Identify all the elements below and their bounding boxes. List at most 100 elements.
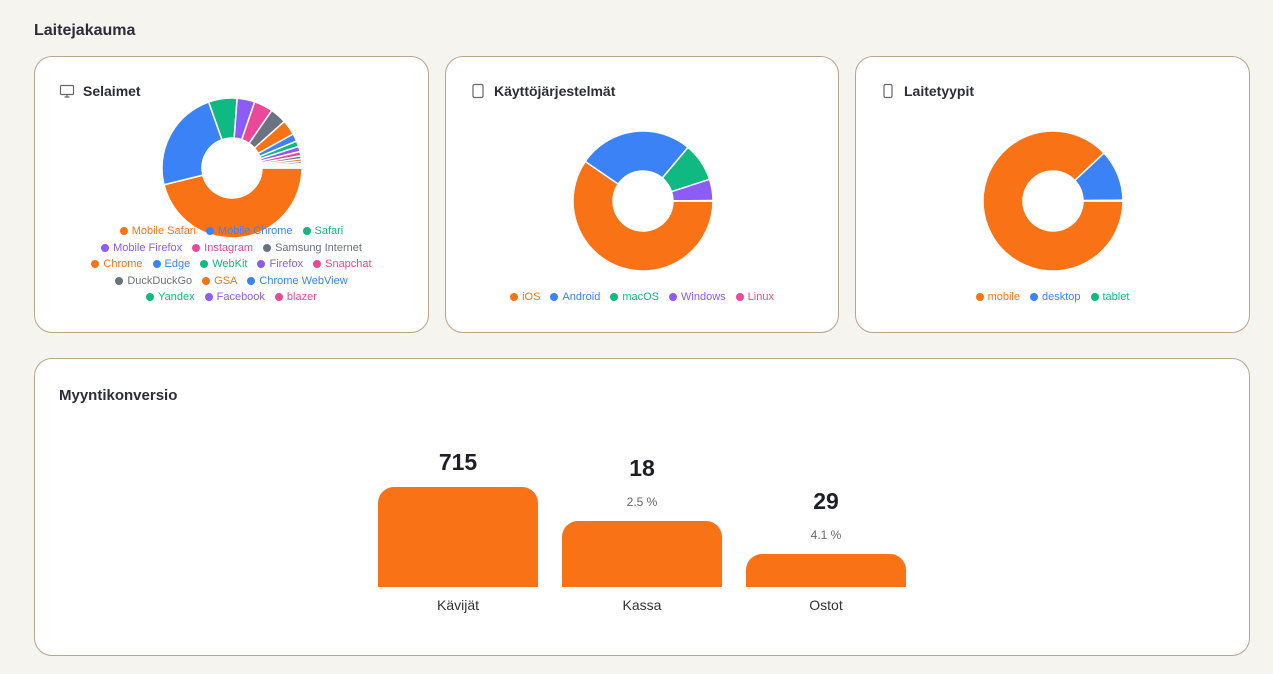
devices-card-header: Laitetyypit: [880, 83, 974, 99]
donut-slice-android[interactable]: [584, 130, 690, 186]
donut-slice-tablet[interactable]: [1082, 199, 1124, 202]
legend-item[interactable]: desktop: [1029, 289, 1081, 306]
legend-label: Snapchat: [325, 258, 372, 270]
legend-swatch: [152, 260, 161, 269]
legend-item[interactable]: Facebook: [204, 289, 265, 306]
legend-label: Android: [562, 291, 601, 303]
browsers-card: Selaimet Mobile Safari Mobile Chrome Safar…: [34, 56, 429, 333]
os-donut-chart: [572, 130, 714, 272]
legend-swatch: [313, 260, 322, 269]
legend-item[interactable]: macOS: [610, 289, 659, 306]
legend-swatch: [669, 293, 678, 302]
legend-swatch: [263, 243, 272, 252]
legend-label: WebKit: [212, 258, 248, 270]
legend-label: iOS: [522, 291, 541, 303]
legend-swatch: [975, 293, 984, 302]
legend-label: Chrome WebView: [259, 274, 348, 287]
legend-label: blazer: [286, 291, 317, 303]
funnel-bar[interactable]: [746, 554, 906, 587]
legend-swatch: [610, 293, 619, 302]
legend-label: desktop: [1041, 291, 1081, 303]
legend-item[interactable]: Chrome WebView: [247, 273, 348, 290]
os-title: Käyttöjärjestelmät: [494, 83, 616, 99]
funnel-bar[interactable]: [562, 521, 722, 587]
legend-swatch: [550, 293, 559, 302]
legend-label: Chrome: [103, 258, 143, 270]
funnel-label: Kassa: [622, 597, 662, 613]
legend-label: Instagram: [204, 241, 254, 254]
legend-item[interactable]: Linux: [735, 289, 774, 306]
section-title: Laitejakauma: [34, 22, 136, 39]
legend-item[interactable]: Instagram: [192, 240, 253, 257]
legend-item[interactable]: WebKit: [200, 256, 247, 273]
devices-title: Laitetyypit: [904, 83, 975, 99]
legend-swatch: [115, 276, 124, 285]
legend-swatch: [146, 293, 155, 302]
legend-item[interactable]: iOS: [510, 289, 540, 306]
legend-swatch: [101, 243, 110, 252]
funnel-label: Kävijät: [436, 597, 480, 613]
legend-label: mobile: [987, 291, 1020, 303]
legend-swatch: [1029, 293, 1038, 302]
legend-item[interactable]: GSA: [202, 273, 237, 290]
browsers-legend: Mobile Safari Mobile Chrome Safari Mobile F…: [85, 223, 378, 306]
funnel-percentage: 4.1 %: [810, 528, 842, 542]
donut-slice-mobile[interactable]: [982, 130, 1124, 272]
legend-swatch: [204, 293, 213, 302]
smartphone-icon: [880, 83, 896, 99]
funnel-label: Ostot: [809, 597, 843, 613]
legend-label: GSA: [214, 274, 238, 287]
legend-swatch: [91, 260, 100, 269]
legend-item[interactable]: blazer: [274, 289, 317, 306]
donut-slice-mobile-chrome[interactable]: [161, 101, 223, 186]
os-card: Käyttöjärjestelmät iOS Android macOS Window…: [445, 56, 839, 333]
legend-item[interactable]: Edge: [152, 256, 191, 273]
funnel-bar[interactable]: [378, 487, 538, 587]
conversion-title: Myyntikonversio: [59, 387, 178, 404]
legend-label: Edge: [164, 258, 191, 270]
legend-swatch: [247, 276, 256, 285]
legend-item[interactable]: mobile: [975, 289, 1020, 306]
legend-label: Samsung Internet: [275, 241, 362, 254]
legend-item[interactable]: Android: [550, 289, 600, 306]
legend-label: Windows: [681, 291, 726, 303]
legend-swatch: [735, 293, 744, 302]
browsers-title: Selaimet: [83, 83, 141, 99]
legend-item[interactable]: DuckDuckGo: [115, 273, 192, 290]
legend-item[interactable]: Yandex: [146, 289, 195, 306]
legend-item[interactable]: Windows: [669, 289, 726, 306]
tablet-icon: [470, 83, 486, 99]
legend-swatch: [200, 260, 209, 269]
legend-item[interactable]: Mobile Firefox: [101, 240, 182, 257]
legend-label: Linux: [747, 291, 774, 303]
legend-label: Mobile Chrome: [217, 225, 293, 237]
legend-item[interactable]: Mobile Safari: [119, 223, 196, 240]
legend-swatch: [302, 227, 311, 236]
legend-swatch: [257, 260, 266, 269]
legend-swatch: [192, 243, 201, 252]
legend-label: Firefox: [269, 258, 304, 270]
legend-item[interactable]: Snapchat: [313, 256, 372, 273]
legend-item[interactable]: Samsung Internet: [263, 240, 362, 257]
legend-label: macOS: [622, 291, 660, 303]
legend-swatch: [274, 293, 283, 302]
os-card-header: Käyttöjärjestelmät: [470, 83, 615, 99]
legend-swatch: [510, 293, 519, 302]
legend-swatch: [205, 227, 214, 236]
donut-slice-blazer[interactable]: [261, 165, 303, 169]
legend-item[interactable]: Chrome: [91, 256, 143, 273]
legend-item[interactable]: tablet: [1090, 289, 1129, 306]
legend-item[interactable]: Firefox: [257, 256, 303, 273]
monitor-icon: [59, 83, 75, 99]
donut-slice-mobile-safari[interactable]: [163, 167, 303, 239]
devices-card: Laitetyypit mobile desktop tablet: [855, 56, 1250, 333]
legend-label: Safari: [314, 225, 344, 237]
browsers-donut-chart: [161, 97, 303, 239]
donut-slice-ios[interactable]: [572, 160, 714, 272]
legend-label: Yandex: [158, 291, 195, 303]
legend-swatch: [1090, 293, 1099, 302]
legend-label: Facebook: [216, 291, 265, 303]
legend-swatch: [119, 227, 128, 236]
legend-item[interactable]: Mobile Chrome: [205, 223, 293, 240]
legend-item[interactable]: Safari: [302, 223, 344, 240]
